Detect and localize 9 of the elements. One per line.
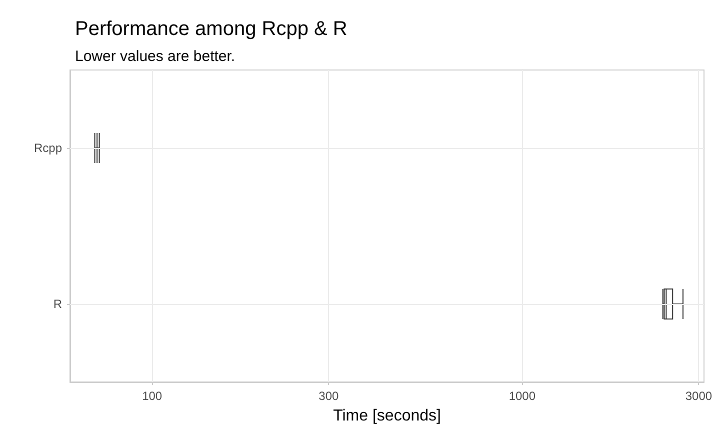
x-tick-label: 100 <box>142 389 162 403</box>
y-tick-label: R <box>53 297 62 311</box>
chart-title: Performance among Rcpp & R <box>75 18 348 40</box>
y-tick-label: Rcpp <box>34 141 62 155</box>
x-tick-label: 1000 <box>508 389 536 403</box>
chart-subtitle: Lower values are better. <box>75 48 236 65</box>
x-tick-label: 300 <box>318 389 339 403</box>
x-tick-label: 3000 <box>685 389 712 403</box>
x-axis-title: Time [seconds] <box>333 408 441 424</box>
